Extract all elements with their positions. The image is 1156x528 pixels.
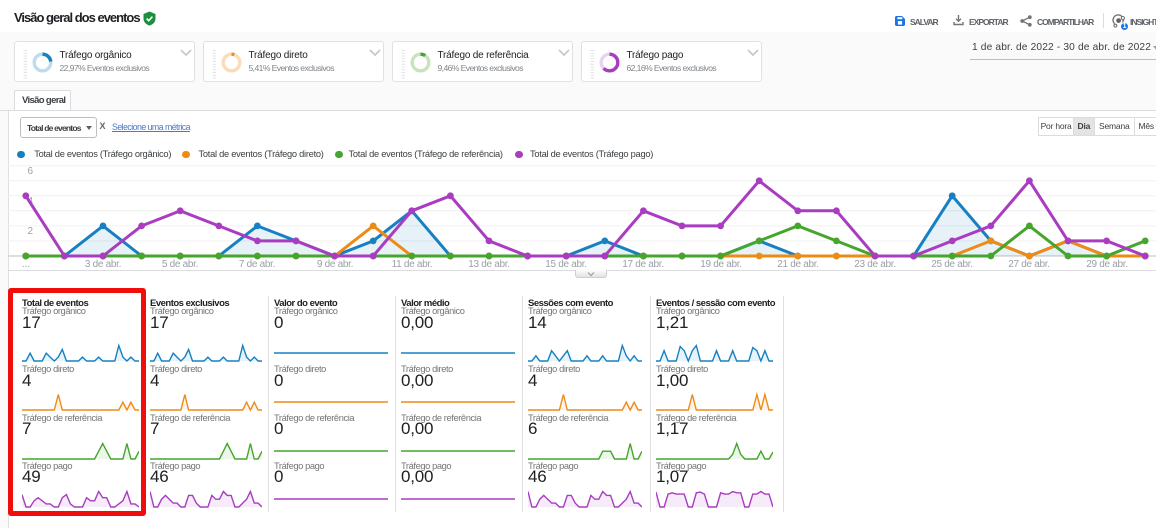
svg-text:13 de abr.: 13 de abr. <box>468 259 509 270</box>
svg-text:...: ... <box>22 259 30 270</box>
svg-text:3 de abr.: 3 de abr. <box>85 259 121 270</box>
svg-text:17 de abr.: 17 de abr. <box>622 259 663 270</box>
svg-text:5 de abr.: 5 de abr. <box>162 259 198 270</box>
svg-text:15 de abr.: 15 de abr. <box>545 259 586 270</box>
svg-text:7 de abr.: 7 de abr. <box>239 259 275 270</box>
svg-text:23 de abr.: 23 de abr. <box>854 259 895 270</box>
svg-text:6: 6 <box>27 166 33 177</box>
svg-text:29 de abr.: 29 de abr. <box>1086 259 1127 270</box>
svg-text:2: 2 <box>27 226 33 237</box>
svg-text:19 de abr.: 19 de abr. <box>700 259 741 270</box>
svg-text:27 de abr.: 27 de abr. <box>1008 259 1049 270</box>
svg-text:21 de abr.: 21 de abr. <box>777 259 818 270</box>
svg-text:25 de abr.: 25 de abr. <box>931 259 972 270</box>
svg-text:9 de abr.: 9 de abr. <box>317 259 353 270</box>
svg-text:11 de abr.: 11 de abr. <box>392 259 433 270</box>
